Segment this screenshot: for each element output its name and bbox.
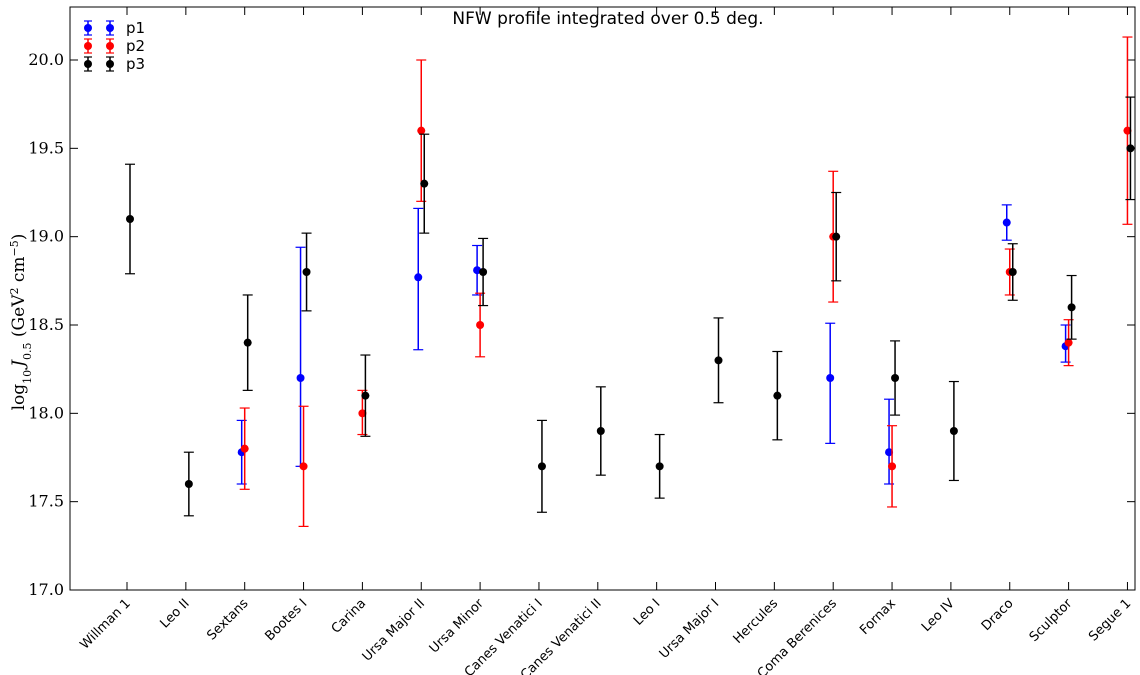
x-tick-label: Bootes I xyxy=(263,596,311,644)
y-axis-label-j: J xyxy=(9,359,29,370)
y-tick-label: 17.5 xyxy=(28,492,64,511)
y-axis-label-cm: cm xyxy=(9,256,29,287)
point-p3 xyxy=(302,268,311,276)
y-axis-label: log10J0.5 (GeV2 cm−5) xyxy=(8,234,34,411)
x-tick-label: Willman 1 xyxy=(77,596,133,652)
legend-marker-p1 xyxy=(106,24,114,32)
point-p3 xyxy=(949,427,958,435)
legend-label-p1: p1 xyxy=(126,19,145,37)
x-tick-label: Leo II xyxy=(157,596,192,631)
point-p3 xyxy=(184,480,193,488)
legend-label-p3: p3 xyxy=(126,55,145,73)
y-axis-label-j-sub: 0.5 xyxy=(21,342,34,360)
x-tick-label: Leo I xyxy=(631,596,663,628)
x-tick-label: Draco xyxy=(979,596,1017,634)
plot-frame xyxy=(69,6,1136,591)
y-axis-label-log-sub: 10 xyxy=(21,370,34,384)
x-tick-label: Carina xyxy=(329,596,369,636)
chart-title: NFW profile integrated over 0.5 deg. xyxy=(452,9,763,29)
point-p2 xyxy=(358,409,367,418)
x-tick-label: Hercules xyxy=(731,596,782,647)
legend-marker-p2 xyxy=(84,42,92,50)
point-p3 xyxy=(655,462,664,471)
point-p3 xyxy=(479,268,488,276)
y-axis-label-sq: 2 xyxy=(8,288,21,295)
point-p3 xyxy=(1008,268,1017,276)
point-p2 xyxy=(888,462,897,471)
point-p3 xyxy=(832,232,841,241)
plot-area: 17.0 17.5 18.0 18.5 19.0 19.5 20.0 Willman 1 Leo… xyxy=(28,6,1136,675)
legend-marker-p3 xyxy=(84,60,92,68)
point-p1 xyxy=(885,448,894,457)
point-p3 xyxy=(1126,144,1135,153)
point-p2 xyxy=(417,126,426,135)
point-p3 xyxy=(773,391,782,400)
point-p1 xyxy=(826,374,835,382)
x-tick-label: Ursa Minor xyxy=(427,596,488,657)
point-p3 xyxy=(1067,303,1076,312)
point-p2 xyxy=(1123,126,1132,135)
y-tick-label: 19.0 xyxy=(28,227,64,246)
y-axis-label-log: log xyxy=(9,384,29,411)
point-p1 xyxy=(414,273,423,282)
point-p3 xyxy=(714,356,723,365)
y-tick-label: 17.0 xyxy=(28,580,64,599)
legend-marker-p1 xyxy=(84,24,92,32)
point-p2 xyxy=(240,444,249,453)
point-p3 xyxy=(243,338,252,347)
x-tick-label: Fornax xyxy=(857,596,899,638)
point-p3 xyxy=(420,179,429,188)
point-p2 xyxy=(1064,338,1073,347)
point-p2 xyxy=(476,321,485,329)
point-p3 xyxy=(126,215,134,223)
y-axis-label-exp: −5 xyxy=(8,240,21,256)
y-axis-label-close: ) xyxy=(9,234,29,241)
y-tick-label: 18.5 xyxy=(28,315,64,334)
point-p3 xyxy=(891,374,900,382)
x-tick-label: Sextans xyxy=(204,596,251,643)
x-tick-label: Ursa Major II xyxy=(360,596,428,664)
point-p1 xyxy=(473,266,482,275)
x-tick-label: Segue 1 xyxy=(1086,596,1134,644)
point-p1 xyxy=(296,374,305,382)
point-p3 xyxy=(361,391,370,400)
point-p1 xyxy=(1002,218,1011,227)
x-tick-label: Leo IV xyxy=(919,596,958,635)
legend-marker-p3 xyxy=(106,60,114,68)
legend-label-p2: p2 xyxy=(126,37,145,55)
y-tick-label: 18.0 xyxy=(28,403,64,422)
x-tick-label: Ursa Major I xyxy=(657,596,723,662)
point-p3 xyxy=(596,427,605,435)
point-p2 xyxy=(299,462,308,471)
y-axis-label-unit: (GeV xyxy=(9,294,29,343)
y-tick-label: 20.0 xyxy=(28,50,64,69)
x-tick-label: Sculptor xyxy=(1027,596,1076,645)
legend-marker-p2 xyxy=(106,42,114,50)
point-p3 xyxy=(537,462,546,471)
y-tick-label: 19.5 xyxy=(28,138,64,157)
